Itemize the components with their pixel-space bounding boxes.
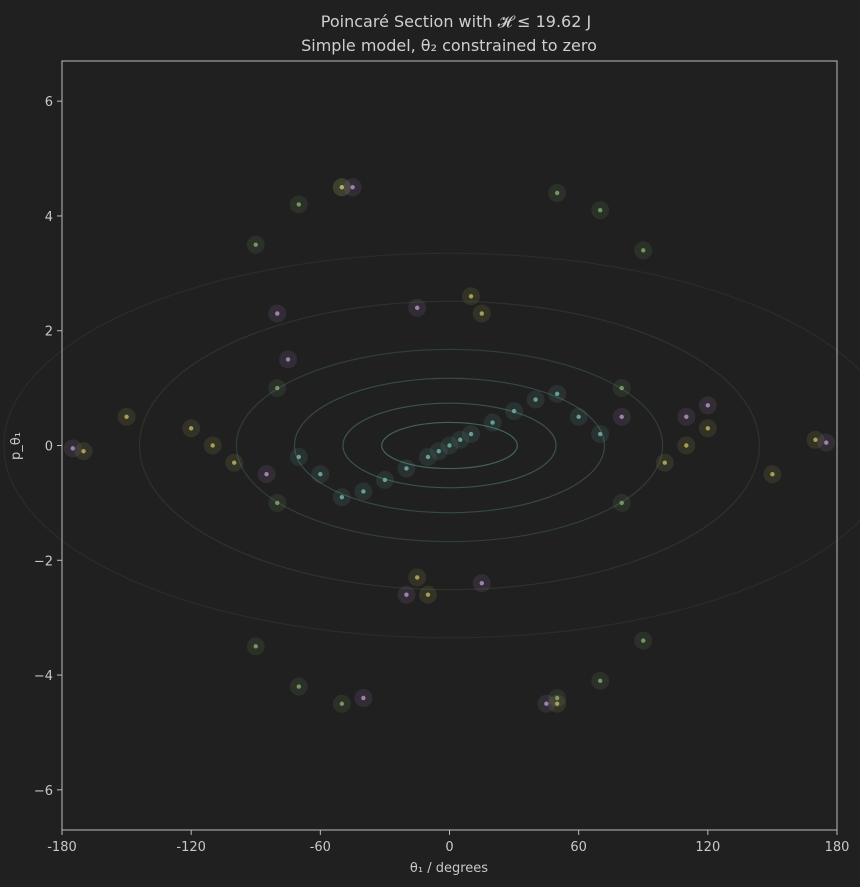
chart-subtitle: Simple model, θ₂ constrained to zero bbox=[301, 36, 597, 55]
orbit-ring bbox=[3, 252, 860, 639]
scatter-point bbox=[296, 684, 302, 689]
y-tick-label: 4 bbox=[45, 210, 53, 225]
scatter-point bbox=[824, 440, 829, 445]
scatter-point bbox=[339, 185, 345, 190]
orbit-ring bbox=[381, 421, 518, 470]
x-axis-ticks: -180 -120 -60 0 60 120 180 bbox=[47, 830, 849, 855]
scatter-point bbox=[404, 466, 409, 471]
x-tick-label: 0 bbox=[445, 840, 453, 855]
scatter-point bbox=[597, 678, 603, 683]
scatter-point bbox=[619, 385, 624, 391]
x-tick-label: -120 bbox=[176, 840, 206, 855]
scatter-point bbox=[447, 443, 452, 448]
x-tick-label: -60 bbox=[310, 840, 331, 855]
scatter-point bbox=[275, 500, 280, 506]
scatter-point bbox=[705, 426, 711, 431]
x-tick-label: 180 bbox=[825, 840, 850, 855]
scatter-point bbox=[275, 385, 280, 391]
x-tick-label: -180 bbox=[47, 840, 77, 855]
chart-title: Poincaré Section with 𝓗 ≤ 19.62 J bbox=[321, 12, 591, 31]
scatter-point bbox=[70, 446, 75, 451]
scatter-point bbox=[468, 431, 474, 437]
scatter-point bbox=[339, 494, 345, 500]
scatter-point bbox=[425, 592, 431, 597]
scatter-point bbox=[533, 397, 538, 402]
y-axis-ticks: −6 −4 −2 0 2 4 6 bbox=[34, 95, 62, 799]
scatter-point bbox=[188, 426, 194, 431]
scatter-point bbox=[597, 431, 603, 437]
y-tick-label: −4 bbox=[34, 669, 53, 684]
scatter-point bbox=[275, 311, 280, 316]
scatter-point bbox=[479, 581, 484, 586]
scatter-point bbox=[554, 701, 560, 706]
scatter-point bbox=[264, 471, 269, 477]
orbit-ring bbox=[293, 377, 606, 514]
scatter-point bbox=[554, 695, 560, 701]
x-axis-label: θ₁ / degrees bbox=[410, 861, 488, 876]
y-tick-label: −6 bbox=[34, 784, 53, 799]
scatter-point bbox=[361, 695, 366, 701]
scatter-point bbox=[479, 311, 484, 316]
y-tick-label: −2 bbox=[34, 554, 53, 569]
y-axis-label: p_θ₁ bbox=[9, 432, 24, 460]
y-tick-label: 6 bbox=[45, 95, 53, 110]
orbit-ring bbox=[235, 348, 664, 543]
x-tick-label: 60 bbox=[570, 840, 587, 855]
scatter-point bbox=[404, 592, 409, 597]
scatter-point bbox=[253, 644, 258, 649]
scatter-point bbox=[124, 414, 129, 420]
scatter-point bbox=[544, 701, 549, 706]
scatter-point bbox=[425, 454, 431, 460]
y-tick-label: 0 bbox=[45, 440, 53, 455]
scatter-point bbox=[641, 248, 646, 253]
scatter-point bbox=[350, 185, 355, 190]
scatter-point bbox=[554, 391, 560, 397]
scatter-point bbox=[285, 357, 291, 362]
scatter-point bbox=[490, 420, 495, 425]
scatter-point bbox=[458, 437, 463, 442]
scatter-point bbox=[576, 414, 581, 420]
scatter-point bbox=[339, 701, 345, 706]
scatter-point bbox=[619, 414, 624, 420]
y-tick-label: 2 bbox=[45, 325, 53, 340]
scatter-point bbox=[705, 403, 711, 408]
scatter-point bbox=[232, 460, 237, 465]
scatter-point bbox=[684, 414, 689, 420]
scatter-point bbox=[415, 575, 420, 580]
scatter-point bbox=[253, 242, 258, 247]
scatter-point bbox=[619, 500, 624, 506]
scatter-point bbox=[770, 471, 775, 477]
scatter-point bbox=[81, 449, 86, 454]
scatter-point bbox=[436, 449, 441, 454]
scatter-point bbox=[318, 471, 323, 477]
orbit-ring bbox=[342, 402, 557, 489]
scatter-point bbox=[296, 202, 302, 207]
scatter-point bbox=[684, 443, 689, 448]
orbit-ring bbox=[138, 300, 761, 591]
scatter-point bbox=[210, 443, 215, 448]
scatter-point bbox=[662, 460, 667, 465]
scatter-point bbox=[382, 477, 388, 483]
scatter-point bbox=[296, 454, 302, 460]
scatter-point bbox=[361, 489, 366, 494]
scatter-point bbox=[511, 408, 517, 414]
x-tick-label: 120 bbox=[695, 840, 720, 855]
scatter-point bbox=[597, 208, 603, 213]
scatter-point bbox=[813, 437, 818, 442]
scatter-point bbox=[554, 190, 560, 196]
scatter-point bbox=[415, 305, 420, 310]
scatter-point bbox=[641, 638, 646, 643]
scatter-point bbox=[468, 294, 474, 299]
plot-points bbox=[3, 178, 860, 713]
